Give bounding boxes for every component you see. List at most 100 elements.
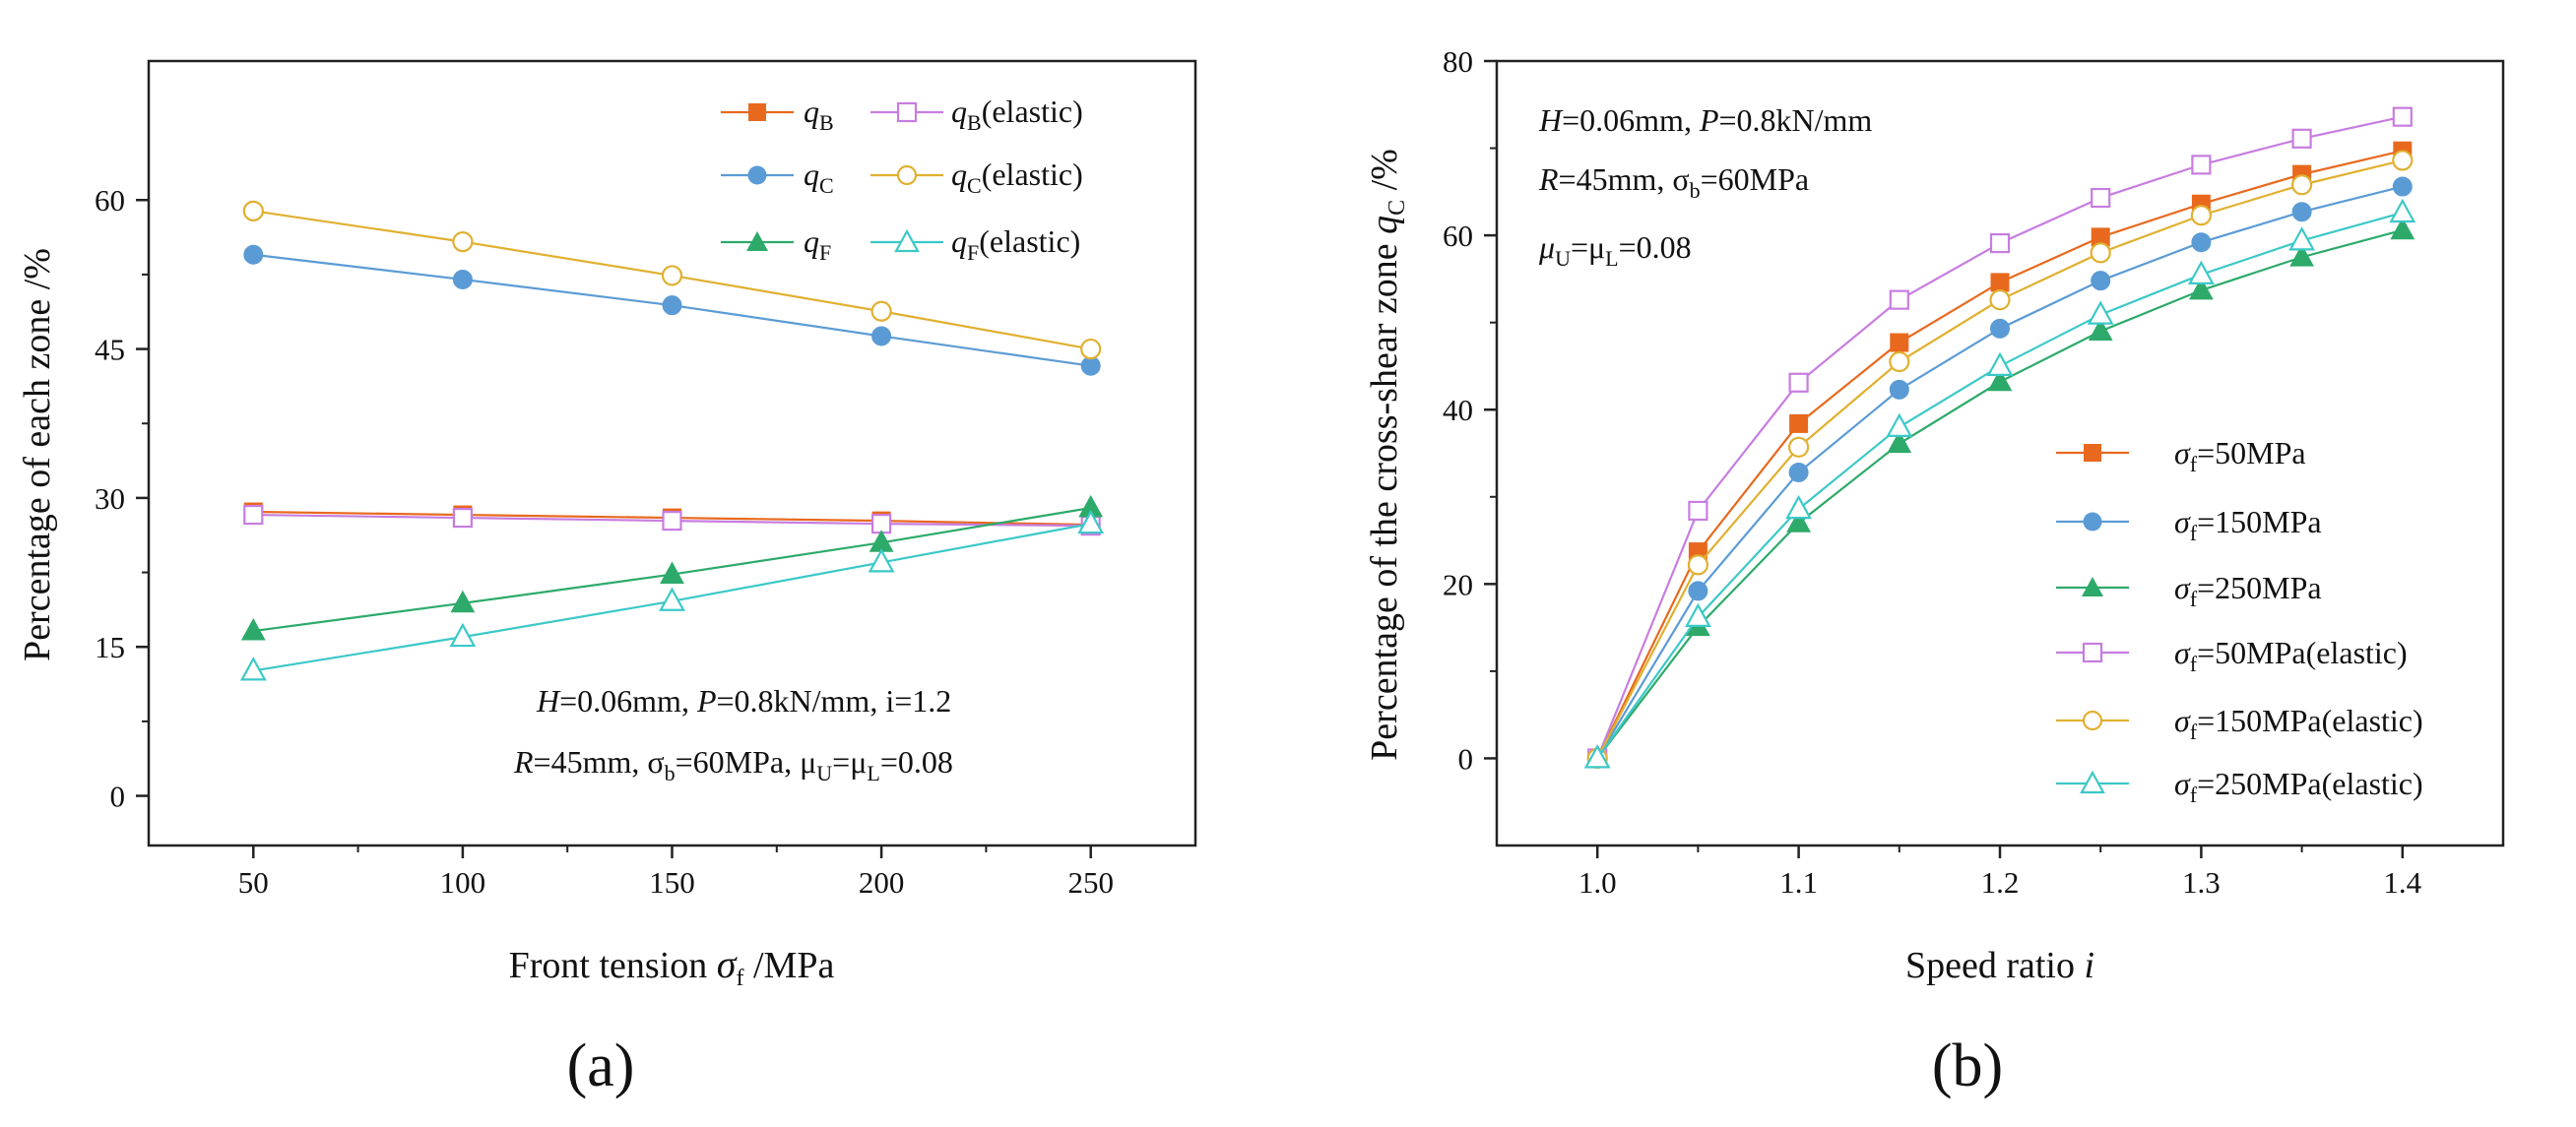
chart-a-point-qF: [450, 590, 476, 613]
chart-b-point-s250e: [1684, 602, 1711, 628]
svg-text:R=45mm, σb=60MPa, μU=μL=0.08: R=45mm, σb=60MPa, μU=μL=0.08: [513, 744, 953, 785]
chart-b-point-s150e: [1787, 436, 1810, 458]
chart-b-point-s250e: [1583, 744, 1611, 769]
chart-a-legend-entry-qb: qB: [721, 94, 834, 135]
chart-a-x-tick-label: 100: [440, 865, 486, 900]
chart-a-series-qFe: [239, 509, 1105, 681]
chart-b-point-s250e: [1986, 351, 2014, 376]
chart-b-point-s150e: [2392, 150, 2414, 171]
chart-a-point-qBe: [662, 511, 682, 532]
chart-b-point-s50e: [1889, 289, 1909, 310]
chart-a-point-qCe: [870, 300, 892, 322]
chart-b-legend-entry-50-elastic: σf=50MPa(elastic): [2056, 635, 2408, 676]
svg-text:qF: qF: [804, 223, 831, 265]
chart-b: 1.0 1.1 1.2 1.3 1.4 0 20 40 60 80 Percentage of t…: [1364, 44, 2505, 1099]
chart-a: 50 100 150 200 250 0 15 30 45 60 Percentage of ea…: [17, 59, 1197, 1099]
chart-a-point-qBe: [243, 504, 264, 526]
chart-a-ticks: 50 100 150 200 250 0 15 30 45 60: [95, 183, 1114, 900]
chart-a-x-axis-title: Front tension σf /MPa: [509, 942, 835, 991]
chart-b-y-tick-label: 20: [1443, 567, 1473, 601]
chart-b-point-s50e: [2291, 128, 2312, 149]
chart-a-series-qC: [243, 244, 1101, 376]
chart-b-series-s250e: [1583, 198, 2416, 769]
chart-a-annotation: H=0.06mm, P=0.8kN/mm, i=1.2 R=45mm, σb=6…: [513, 683, 953, 785]
chart-b-point-s50: [1890, 333, 1909, 352]
chart-b-point-s50e: [1788, 372, 1809, 393]
chart-b-series-s150e: [1586, 150, 2414, 770]
chart-b-point-s150: [1990, 318, 2010, 339]
chart-a-point-qCe: [661, 265, 683, 286]
chart-b-legend-entry-50: σf=50MPa: [2056, 435, 2306, 476]
chart-b-x-tick-label: 1.1: [1779, 865, 1818, 900]
svg-text:σf=50MPa(elastic): σf=50MPa(elastic): [2174, 635, 2408, 676]
chart-a-point-qCe: [242, 200, 264, 221]
svg-text:qC(elastic): qC(elastic): [951, 157, 1083, 198]
chart-b-x-tick-label: 1.3: [2182, 865, 2221, 900]
chart-a-point-qFe: [868, 548, 895, 573]
chart-a-point-qC: [243, 244, 264, 265]
chart-b-point-s150: [2392, 176, 2413, 197]
chart-b-point-s150e: [2090, 242, 2111, 264]
svg-text:μU=μL=0.08: μU=μL=0.08: [1538, 229, 1692, 271]
chart-b-line-s150: [1596, 185, 2404, 760]
chart-b-point-s150e: [2291, 174, 2313, 196]
svg-text:H=0.06mm, P=0.8kN/mm, i=1.2: H=0.06mm, P=0.8kN/mm, i=1.2: [536, 683, 951, 719]
chart-b-point-s50e: [1688, 500, 1708, 522]
chart-a-point-qC: [452, 269, 473, 289]
chart-b-point-s150: [1788, 462, 1809, 482]
chart-b-series-s150: [1587, 176, 2413, 769]
chart-b-panel-label: (b): [1932, 1033, 2003, 1099]
chart-b-point-s250e: [2389, 198, 2416, 223]
chart-b-point-s250: [2289, 244, 2314, 267]
svg-text:σf=150MPa(elastic): σf=150MPa(elastic): [2174, 703, 2423, 744]
chart-b-point-s250e: [2288, 226, 2316, 251]
chart-b-legend-entry-250-elastic: σf=250MPa(elastic): [2056, 766, 2423, 807]
chart-b-point-s150e: [2190, 205, 2212, 226]
chart-b-point-s50e: [2091, 187, 2111, 209]
chart-b-point-s150: [2191, 232, 2212, 253]
chart-a-x-tick-label: 50: [238, 865, 269, 900]
chart-b-y-axis-title: Percentage of the cross-shear zone qC /%: [1364, 149, 1410, 761]
chart-a-y-tick-label: 60: [95, 183, 125, 218]
chart-a-point-qBe: [452, 507, 473, 529]
chart-a-y-axis-title: Percentage of each zone /%: [17, 248, 58, 661]
chart-a-x-tick-label: 200: [859, 865, 905, 900]
chart-b-point-s150: [1688, 581, 1708, 601]
svg-text:qB(elastic): qB(elastic): [951, 94, 1083, 135]
chart-a-series: [239, 200, 1105, 681]
chart-a-point-qC: [662, 295, 682, 316]
chart-a-point-qFe: [1077, 509, 1105, 534]
chart-b-point-s250: [2189, 277, 2214, 300]
chart-b-series-s250: [1584, 217, 2415, 768]
chart-b-y-tick-label: 0: [1458, 741, 1474, 776]
svg-text:H=0.06mm, P=0.8kN/mm: H=0.06mm, P=0.8kN/mm: [1538, 102, 1872, 138]
chart-a-y-tick-label: 15: [95, 630, 125, 664]
chart-a-legend-entry-qb-elastic: qB(elastic): [870, 94, 1083, 135]
svg-text:σf=50MPa: σf=50MPa: [2174, 435, 2306, 476]
chart-b-y-tick-label: 60: [1443, 219, 1473, 253]
chart-b-legend: σf=50MPa σf=150MPa σf=250MPa σf=50MPa(el…: [2056, 435, 2423, 807]
chart-b-x-tick-label: 1.4: [2383, 865, 2421, 900]
chart-b-legend-entry-150: σf=150MPa: [2056, 504, 2322, 545]
chart-a-point-qFe: [239, 657, 267, 681]
svg-text:σf=250MPa: σf=250MPa: [2174, 570, 2322, 611]
svg-text:σf=250MPa(elastic): σf=250MPa(elastic): [2174, 766, 2423, 807]
chart-b-legend-entry-250: σf=250MPa: [2056, 570, 2322, 611]
chart-b-series: [1583, 106, 2416, 770]
svg-text:qF(elastic): qF(elastic): [951, 223, 1080, 265]
chart-b-point-s150e: [1687, 554, 1709, 576]
chart-b-annotation: H=0.06mm, P=0.8kN/mm R=45mm, σb=60MPa μU…: [1538, 102, 1872, 271]
chart-b-point-s250e: [2087, 300, 2114, 325]
chart-a-point-qCe: [452, 231, 474, 253]
chart-a-point-qC: [871, 326, 892, 346]
chart-b-point-s150e: [1989, 289, 2011, 311]
chart-b-point-s150: [1889, 379, 1909, 400]
chart-b-point-s250: [1987, 368, 2013, 392]
chart-a-legend-entry-qf-elastic: qF(elastic): [870, 223, 1080, 265]
chart-b-point-s250: [1887, 430, 1912, 454]
svg-text:qB: qB: [804, 94, 834, 135]
chart-b-point-s150: [2291, 202, 2312, 222]
chart-b-y-tick-label: 80: [1443, 44, 1473, 79]
chart-a-series-qCe: [242, 200, 1102, 360]
chart-b-point-s50: [1789, 413, 1809, 433]
